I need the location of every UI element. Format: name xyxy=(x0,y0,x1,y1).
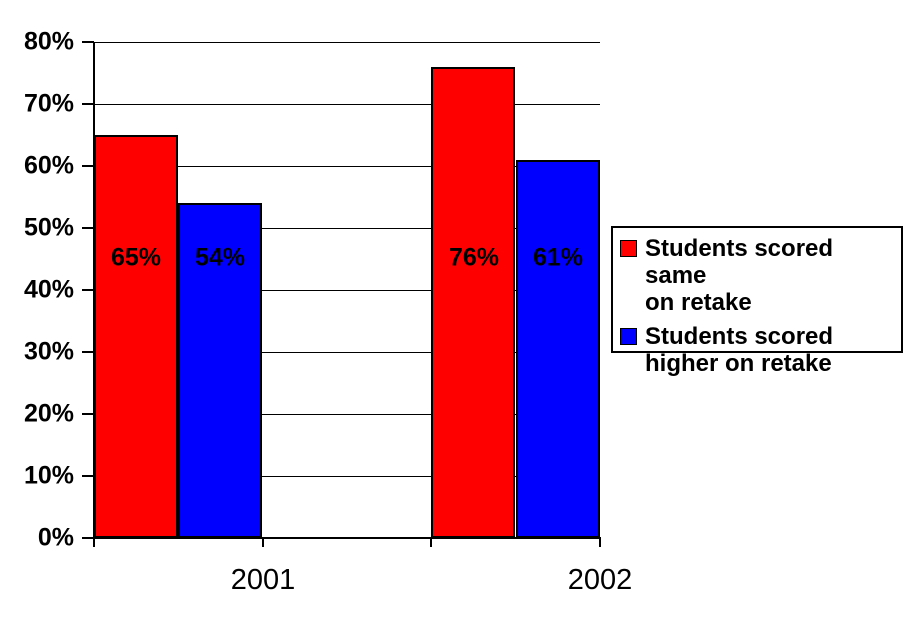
x-axis-tick xyxy=(599,538,601,547)
y-axis-tick xyxy=(82,413,94,415)
gridline xyxy=(94,228,600,229)
legend-label: Students scored same on retake xyxy=(645,235,834,316)
legend-swatch-red xyxy=(620,240,637,257)
bar-2002-blue xyxy=(516,160,600,538)
y-axis-label: 20% xyxy=(23,399,74,428)
legend-label: Students scored higher on retake xyxy=(645,323,834,377)
y-axis-tick xyxy=(82,289,94,291)
gridline xyxy=(94,42,600,43)
gridline xyxy=(94,166,600,167)
y-axis-label: 0% xyxy=(37,523,74,552)
y-axis-tick xyxy=(82,103,94,105)
x-axis-tick xyxy=(430,538,432,547)
y-axis-label: 40% xyxy=(23,275,74,304)
bar-value-label: 61% xyxy=(532,243,584,272)
legend-entry: Students scored same on retake xyxy=(620,235,901,316)
bar-value-label: 65% xyxy=(110,243,162,272)
y-axis-label: 10% xyxy=(23,461,74,490)
y-axis-label: 30% xyxy=(23,337,74,366)
gridline xyxy=(94,290,600,291)
y-axis-tick xyxy=(82,165,94,167)
gridline xyxy=(94,476,600,477)
gridline xyxy=(94,414,600,415)
bar-2001-red xyxy=(94,135,178,538)
y-axis-tick xyxy=(82,475,94,477)
x-axis-tick xyxy=(262,538,264,547)
legend-entry: Students scored higher on retake xyxy=(620,323,901,377)
y-axis-label: 70% xyxy=(23,89,74,118)
x-axis-tick xyxy=(93,538,95,547)
y-axis-tick xyxy=(82,537,94,539)
y-axis-label: 60% xyxy=(23,151,74,180)
y-axis-tick xyxy=(82,41,94,43)
bar-2001-blue xyxy=(178,203,262,538)
x-axis-line xyxy=(93,537,601,539)
y-axis-label: 50% xyxy=(23,213,74,242)
bar-value-label: 76% xyxy=(448,243,500,272)
x-axis-label: 2002 xyxy=(567,564,633,596)
gridline xyxy=(94,104,600,105)
x-axis-label: 2001 xyxy=(230,564,296,596)
legend: Students scored same on retake Students … xyxy=(611,226,903,377)
y-axis-tick xyxy=(82,351,94,353)
bar-2002-red xyxy=(431,67,515,538)
legend-swatch-blue xyxy=(620,328,637,345)
y-axis-tick xyxy=(82,227,94,229)
bar-value-label: 54% xyxy=(194,243,246,272)
y-axis-label: 80% xyxy=(23,27,74,56)
gridline xyxy=(94,352,600,353)
